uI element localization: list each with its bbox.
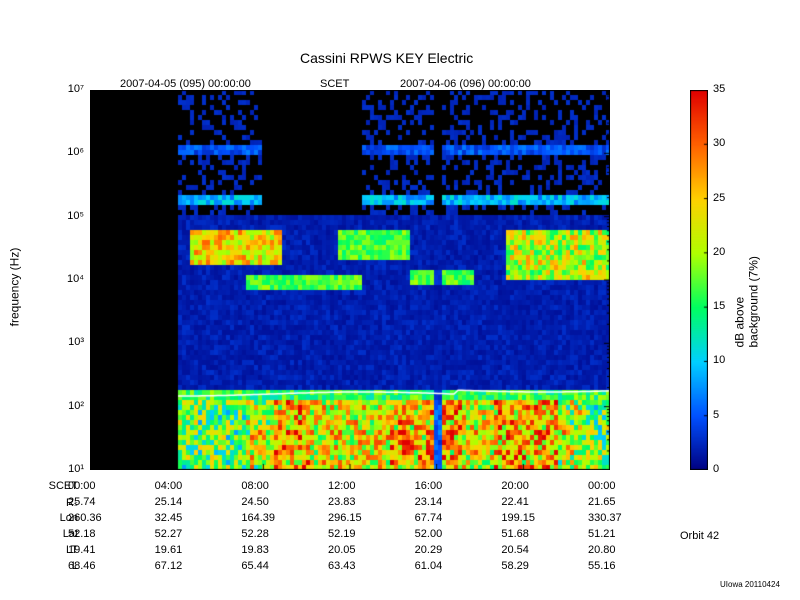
x-tick-value: 67.74 (415, 512, 443, 524)
attribution-text: UIowa 20110424 (720, 580, 780, 589)
colorbar-tick-label: 5 (713, 409, 719, 421)
spectrogram-canvas (90, 90, 610, 470)
x-tick-value: 23.83 (328, 496, 356, 508)
y-tick-label: 10⁵ (50, 210, 84, 222)
x-tick-value: 51.68 (501, 528, 529, 540)
y-tick-label: 10¹ (50, 463, 84, 475)
x-tick-value: 25.14 (155, 496, 183, 508)
x-tick-value: 20.05 (328, 544, 356, 556)
y-axis-label: frequency (Hz) (7, 248, 21, 327)
colorbar-tick-label: 35 (713, 83, 725, 95)
x-tick-value: 20:00 (501, 480, 529, 492)
x-tick-value: 20.54 (501, 544, 529, 556)
x-tick-value: 25.74 (68, 496, 96, 508)
x-tick-value: 12:00 (328, 480, 356, 492)
x-tick-value: 51.21 (588, 528, 616, 540)
y-tick-label: 10⁷ (50, 83, 84, 95)
x-tick-value: 24.50 (241, 496, 269, 508)
x-tick-value: 260.36 (68, 512, 102, 524)
x-tick-value: 32.45 (155, 512, 183, 524)
x-tick-value: 199.15 (501, 512, 535, 524)
x-tick-value: 52.18 (68, 528, 96, 540)
x-tick-value: 52.27 (155, 528, 183, 540)
x-tick-value: 61.04 (415, 560, 443, 572)
x-tick-value: 52.00 (415, 528, 443, 540)
x-tick-value: 22.41 (501, 496, 529, 508)
x-tick-value: 19.83 (241, 544, 269, 556)
colorbar-tick-label: 30 (713, 137, 725, 149)
y-tick-label: 10³ (50, 336, 84, 348)
x-tick-value: 20.80 (588, 544, 616, 556)
x-tick-value: 19.61 (155, 544, 183, 556)
x-tick-value: 330.37 (588, 512, 622, 524)
y-tick-label: 10² (50, 400, 84, 412)
colorbar-label: dB above background (7%) (733, 241, 761, 348)
x-tick-value: 67.12 (155, 560, 183, 572)
x-tick-value: 164.39 (241, 512, 275, 524)
x-tick-value: 68.46 (68, 560, 96, 572)
x-tick-value: 55.16 (588, 560, 616, 572)
x-tick-value: 16:00 (415, 480, 443, 492)
subtitle-right: 2007-04-06 (096) 00:00:00 (400, 78, 531, 90)
colorbar-tick-label: 20 (713, 246, 725, 258)
colorbar-canvas (690, 90, 708, 470)
x-tick-value: 58.29 (501, 560, 529, 572)
x-tick-value: 52.28 (241, 528, 269, 540)
colorbar-tick-label: 25 (713, 192, 725, 204)
subtitle-center: SCET (320, 78, 349, 90)
y-tick-label: 10⁴ (50, 273, 84, 285)
x-tick-value: 23.14 (415, 496, 443, 508)
x-tick-value: 04:00 (155, 480, 183, 492)
subtitle-left: 2007-04-05 (095) 00:00:00 (120, 78, 251, 90)
plot-title: Cassini RPWS KEY Electric (300, 50, 473, 66)
colorbar-tick-label: 0 (713, 463, 719, 475)
x-tick-value: 08:00 (241, 480, 269, 492)
colorbar-tick-label: 15 (713, 300, 725, 312)
x-tick-value: 63.43 (328, 560, 356, 572)
x-tick-value: 52.19 (328, 528, 356, 540)
x-tick-value: 20.29 (415, 544, 443, 556)
x-tick-value: 19.41 (68, 544, 96, 556)
orbit-label: Orbit 42 (680, 530, 719, 542)
x-tick-value: 21.65 (588, 496, 616, 508)
chart-container: { "title": {"text": "Cassini RPWS KEY El… (0, 0, 800, 600)
y-tick-label: 10⁶ (50, 146, 84, 158)
colorbar-tick-label: 10 (713, 354, 725, 366)
x-tick-value: 296.15 (328, 512, 362, 524)
x-tick-value: 00:00 (68, 480, 96, 492)
x-tick-value: 65.44 (241, 560, 269, 572)
x-tick-value: 00:00 (588, 480, 616, 492)
